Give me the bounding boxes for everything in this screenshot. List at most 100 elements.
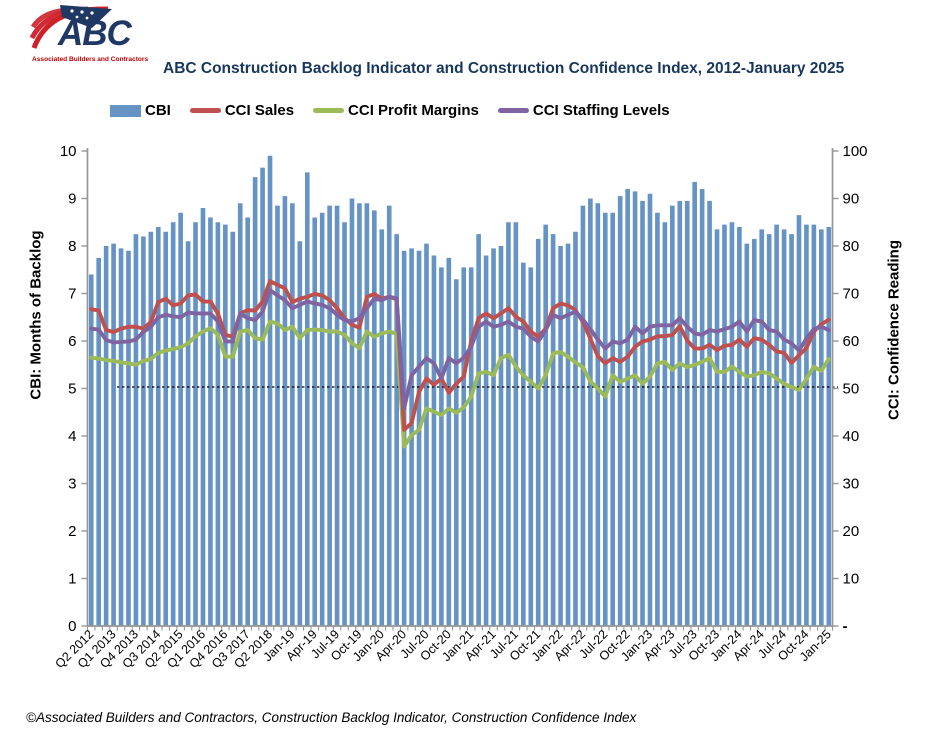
legend-item-cci-sales: CCI Sales <box>189 102 294 119</box>
cbi-bar <box>416 250 422 626</box>
cbi-bar <box>96 257 101 627</box>
cbi-bar <box>453 279 459 626</box>
left-tick-label: 4 <box>68 428 76 445</box>
right-tick-label: 70 <box>843 286 860 303</box>
cbi-bar <box>565 243 571 626</box>
cbi-bar <box>707 200 712 626</box>
cbi-bar <box>163 231 169 626</box>
chart-legend: CBI CCI Sales CCI Profit Margins CCI Sta… <box>110 102 689 119</box>
cbi-bar <box>290 203 295 626</box>
cbi-bar <box>312 217 318 626</box>
cbi-bar <box>655 212 660 626</box>
cbi-bar <box>766 234 772 627</box>
cbi-bar <box>617 196 623 626</box>
cbi-bar <box>506 222 511 626</box>
legend-item-cbi: CBI <box>110 102 171 119</box>
right-tick-label: 100 <box>843 143 868 160</box>
abc-logo-tagline: Associated Builders and Contractors <box>32 56 149 63</box>
cbi-bar <box>476 234 481 627</box>
cbi-bar <box>521 262 526 627</box>
right-tick-label: 50 <box>843 381 860 398</box>
cbi-bar <box>722 224 727 626</box>
legend-label-cbi: CBI <box>145 102 171 119</box>
cci-staffing-levels-swatch-icon <box>497 108 529 113</box>
cbi-bar <box>327 205 332 627</box>
cbi-bar <box>558 246 563 626</box>
cbi-bar <box>692 181 697 627</box>
cbi-bar <box>737 227 742 626</box>
left-tick-label: 3 <box>68 476 76 493</box>
cbi-bar <box>729 222 735 626</box>
cbi-bar <box>789 234 794 627</box>
cci-staffing-levels-line <box>89 288 831 411</box>
cbi-bar <box>647 193 653 626</box>
cbi-bar <box>141 236 146 626</box>
cbi-bar <box>781 229 787 627</box>
cbi-bar <box>379 229 385 627</box>
cbi-bar <box>424 243 429 626</box>
right-tick-label: 10 <box>843 571 860 588</box>
cbi-bar <box>155 227 161 626</box>
cbi-bar <box>260 167 265 627</box>
cbi-bar <box>193 222 198 626</box>
cbi-bar <box>185 241 191 626</box>
cbi-bar <box>357 203 362 626</box>
cbi-bar <box>170 222 176 626</box>
chart-title: ABC Construction Backlog Indicator and C… <box>163 60 845 77</box>
cbi-bar <box>804 224 809 626</box>
cci-sales-line <box>89 279 831 432</box>
cbi-bar <box>714 229 720 627</box>
cbi-bar <box>699 189 705 626</box>
cbi-bar <box>625 189 630 626</box>
cbi-bar <box>468 267 474 627</box>
cbi-bar <box>528 267 534 627</box>
cbi-bar <box>223 224 228 626</box>
cbi-bar <box>610 212 616 626</box>
cbi-bar <box>759 229 765 627</box>
cbi-bar <box>677 200 683 626</box>
left-tick-label: 9 <box>68 191 76 208</box>
cbi-bar <box>550 234 556 627</box>
cbi-bar <box>580 205 586 627</box>
cbi-bar <box>602 212 608 626</box>
cbi-bar <box>282 196 288 626</box>
cbi-bar <box>297 241 303 626</box>
cci-profit-margins-line <box>89 319 831 449</box>
cbi-bar <box>230 231 236 626</box>
cbi-bar <box>819 229 824 627</box>
cbi-bar <box>394 234 399 627</box>
cbi-bar <box>237 203 243 626</box>
abc-flag-graphic <box>30 5 112 49</box>
cbi-bar <box>267 155 273 626</box>
right-tick-label: 90 <box>843 191 860 208</box>
left-tick-label: 2 <box>68 523 76 540</box>
cbi-bar <box>751 238 757 627</box>
legend-label-cci-profit-margins: CCI Profit Margins <box>348 102 479 119</box>
cbi-bar <box>334 205 340 627</box>
legend-label-cci-staffing-levels: CCI Staffing Levels <box>532 102 670 119</box>
x-axis-ticks <box>86 626 834 631</box>
cbi-bar <box>491 248 496 627</box>
cbi-bar <box>513 222 519 626</box>
cbi-bar <box>483 255 489 626</box>
cbi-bar <box>662 222 668 626</box>
footer-attribution: ©Associated Builders and Contractors, Co… <box>26 710 637 725</box>
cbi-bar <box>811 224 817 626</box>
left-tick-label: 1 <box>68 571 76 588</box>
cbi-bar <box>684 200 690 626</box>
cbi-bar <box>200 208 206 626</box>
right-tick-label: - <box>843 618 848 635</box>
cbi-bar <box>543 224 548 626</box>
cbi-bar <box>148 231 154 626</box>
left-tick-label: 0 <box>68 618 76 635</box>
cbi-bar <box>774 224 779 626</box>
cbi-bar <box>319 212 325 626</box>
cbi-bar <box>640 200 645 626</box>
abc-logo-text: ABC <box>58 14 132 53</box>
cbi-bar <box>275 205 280 627</box>
cbi-bar <box>103 246 109 626</box>
cbi-bar <box>431 255 437 626</box>
